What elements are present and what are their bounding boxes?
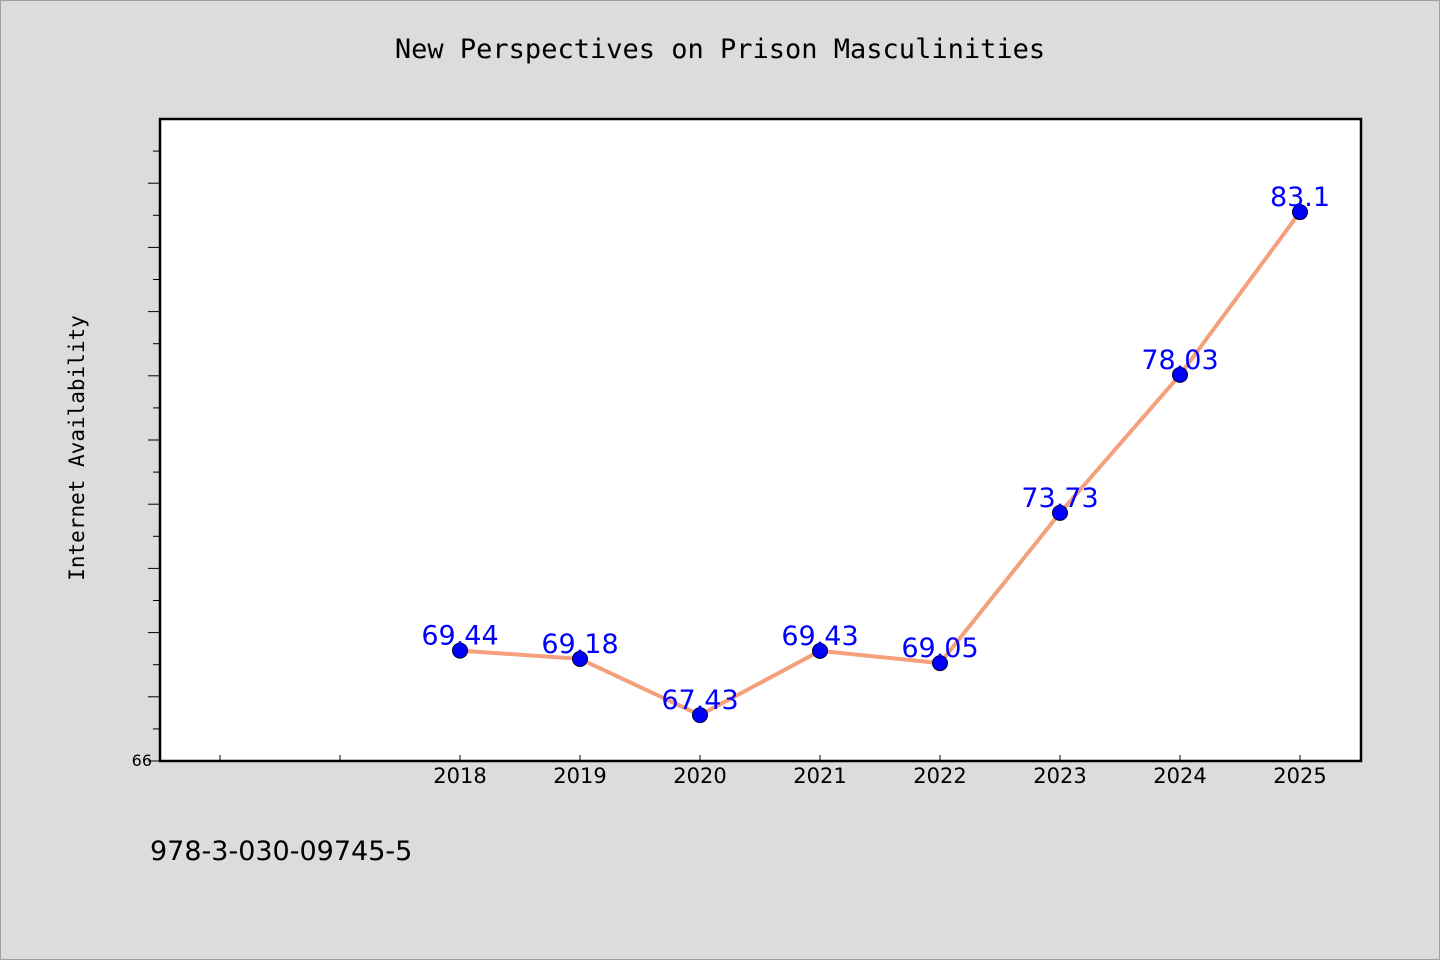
x-tick-label: 2023 [1033, 764, 1086, 788]
data-point [572, 650, 588, 667]
data-point [1292, 204, 1308, 221]
data-point [1052, 504, 1068, 521]
x-tick-label: 2019 [553, 764, 606, 788]
data-point [452, 642, 468, 659]
x-tick-label: 2025 [1273, 764, 1326, 788]
data-label: 78.03 [1141, 345, 1218, 376]
data-label: 67.43 [661, 685, 738, 716]
data-label: 69.43 [781, 621, 858, 652]
series-line [459, 210, 1302, 718]
series-group: 69.44 69.18 67.43 69.43 69.05 73.73 78.03 83.1 [421, 182, 1330, 724]
plot-area [158, 117, 1363, 763]
data-label: 69.44 [421, 621, 498, 652]
data-point [1172, 366, 1188, 383]
x-tick-label: 2018 [433, 764, 486, 788]
y-tick-label: 66 [132, 751, 152, 770]
data-label: 83.1 [1270, 182, 1330, 213]
data-point [932, 655, 948, 672]
chart-title: New Perspectives on Prison Masculinities [394, 34, 1046, 65]
x-tick-label: 2024 [1153, 764, 1206, 788]
footer-isbn: 978-3-030-09745-5 [150, 836, 413, 867]
x-axis-ticks: 2018 2019 2020 2021 2022 2023 2024 2025 [219, 755, 1327, 788]
x-tick-label: 2021 [793, 764, 846, 788]
data-label: 69.05 [901, 633, 978, 664]
x-tick-label: 2022 [913, 764, 966, 788]
y-axis-ticks: 66 [132, 150, 160, 770]
x-tick-label: 2020 [673, 764, 726, 788]
data-label: 73.73 [1021, 483, 1098, 514]
data-point [812, 642, 828, 659]
data-label: 69.18 [541, 629, 618, 660]
data-point [692, 707, 708, 724]
